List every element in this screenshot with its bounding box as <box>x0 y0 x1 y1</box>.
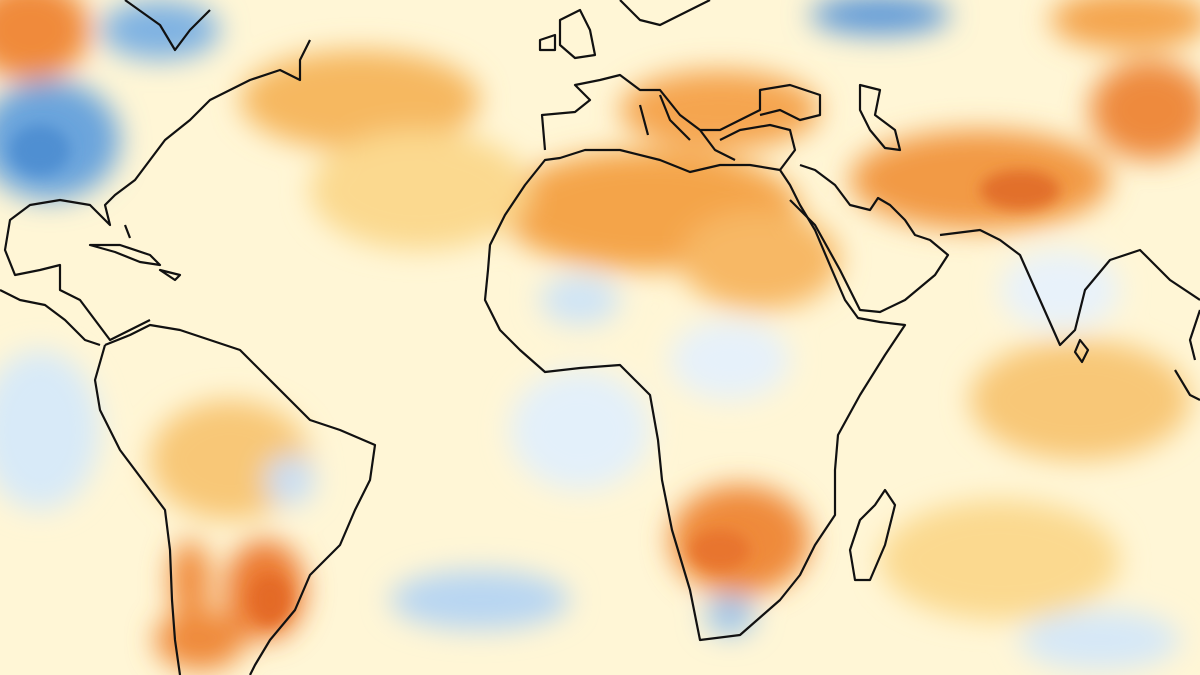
africa <box>483 148 907 642</box>
south-america <box>93 323 377 675</box>
europe <box>540 73 822 161</box>
madagascar <box>848 488 897 582</box>
asia-east <box>1174 309 1200 401</box>
caribbean <box>88 224 182 282</box>
scandinavia <box>619 0 711 27</box>
british-isles <box>538 8 597 60</box>
caspian <box>858 83 902 152</box>
arabia <box>719 123 1200 347</box>
anomaly-detail <box>10 125 1060 625</box>
north-america <box>0 0 311 347</box>
sri-lanka <box>1073 338 1090 364</box>
